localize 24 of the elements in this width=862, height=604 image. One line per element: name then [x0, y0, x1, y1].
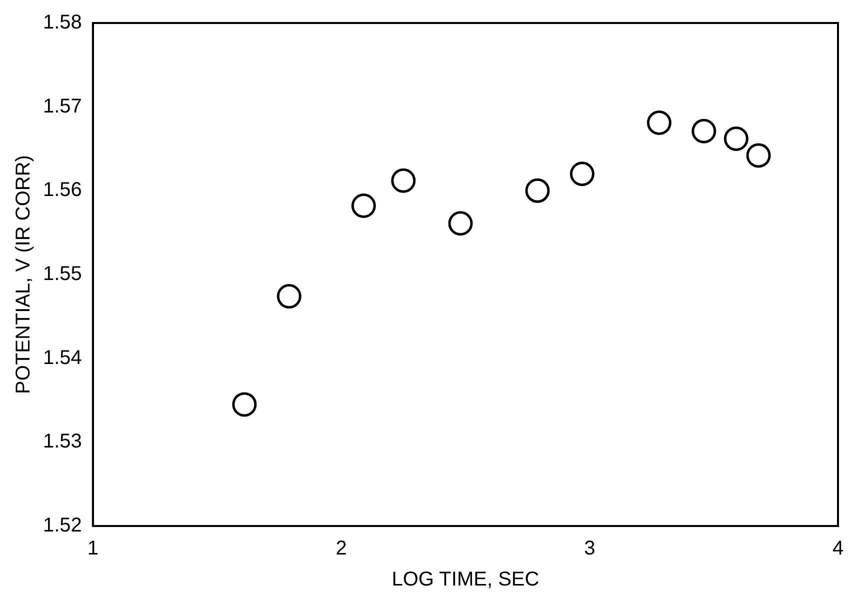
- point: [525, 178, 550, 203]
- point: [448, 211, 473, 236]
- y-tick-label: 1.54: [42, 346, 82, 369]
- y-tick-label: 1.52: [42, 514, 82, 537]
- y-axis-title: POTENTIAL, V (IR CORR): [12, 155, 35, 394]
- point: [646, 110, 672, 136]
- y-tick-label: 1.53: [42, 430, 82, 453]
- x-tick-label: 1: [87, 538, 98, 560]
- x-tick-label: 4: [832, 538, 844, 560]
- point: [232, 392, 257, 417]
- y-tick-label: 1.56: [42, 179, 82, 202]
- point: [724, 126, 748, 151]
- x-tick-label: 3: [584, 538, 596, 560]
- point: [692, 118, 716, 144]
- y-tick-label: 1.57: [42, 95, 82, 118]
- y-tick-label: 1.55: [42, 263, 82, 286]
- point: [391, 168, 416, 193]
- point: [351, 194, 376, 218]
- point: [570, 162, 594, 186]
- x-tick-label: 2: [336, 538, 347, 560]
- y-tick-label: 1.58: [42, 12, 82, 34]
- point: [276, 284, 302, 309]
- point: [746, 143, 771, 168]
- x-axis-title: LOG TIME, SEC: [392, 568, 540, 591]
